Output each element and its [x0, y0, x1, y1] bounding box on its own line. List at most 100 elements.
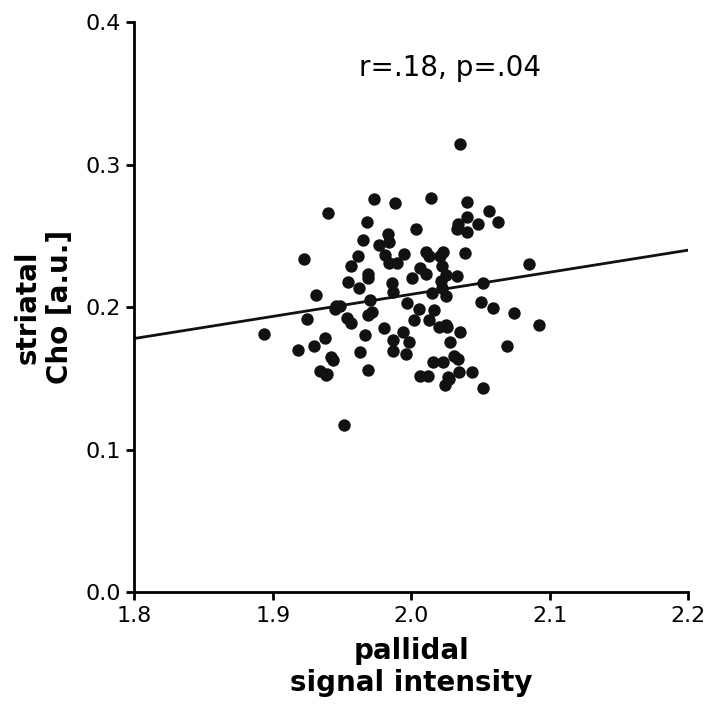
Point [327, 354, 338, 365]
Point [400, 348, 411, 360]
Point [459, 247, 470, 259]
Point [330, 300, 341, 311]
Point [310, 289, 322, 301]
Point [308, 340, 320, 351]
Point [436, 275, 447, 287]
Point [439, 380, 451, 391]
Point [352, 250, 364, 262]
Point [441, 321, 453, 333]
Point [387, 287, 398, 298]
Point [364, 294, 375, 305]
Point [501, 341, 513, 352]
Point [346, 318, 357, 329]
Point [362, 364, 374, 375]
Point [487, 302, 499, 314]
Point [435, 250, 446, 262]
Point [452, 353, 464, 364]
Point [389, 197, 400, 208]
Point [353, 282, 364, 294]
Point [436, 282, 447, 294]
Text: r=.18, p=.04: r=.18, p=.04 [359, 53, 541, 82]
Point [341, 313, 352, 324]
Point [379, 250, 391, 261]
Point [420, 247, 432, 258]
Point [454, 139, 466, 150]
Point [366, 306, 378, 318]
Point [387, 277, 398, 289]
Point [320, 333, 331, 344]
Point [477, 382, 489, 393]
Point [362, 268, 374, 279]
Point [346, 261, 357, 272]
Point [454, 366, 465, 378]
Y-axis label: striatal
Cho [a.u.]: striatal Cho [a.u.] [14, 230, 74, 384]
Point [397, 326, 409, 337]
Point [342, 276, 354, 287]
X-axis label: pallidal
signal intensity: pallidal signal intensity [290, 637, 533, 697]
Point [361, 217, 373, 228]
Point [433, 322, 445, 333]
Point [440, 291, 451, 302]
Point [357, 235, 369, 246]
Point [398, 248, 410, 260]
Point [451, 270, 463, 282]
Point [354, 346, 366, 358]
Point [472, 218, 483, 230]
Point [329, 303, 341, 314]
Point [334, 300, 346, 311]
Point [292, 345, 304, 356]
Point [362, 309, 374, 320]
Point [258, 328, 269, 339]
Point [325, 351, 336, 363]
Point [379, 322, 390, 333]
Point [408, 314, 420, 325]
Point [387, 346, 399, 357]
Point [437, 247, 449, 258]
Point [441, 319, 452, 331]
Point [391, 257, 402, 269]
Point [314, 365, 325, 376]
Point [443, 373, 454, 385]
Point [384, 236, 395, 247]
Point [483, 205, 495, 217]
Point [423, 314, 435, 326]
Point [363, 272, 374, 284]
Point [523, 258, 535, 269]
Point [492, 216, 503, 228]
Point [426, 192, 437, 203]
Point [302, 314, 313, 325]
Point [374, 239, 385, 250]
Point [338, 419, 350, 431]
Point [298, 254, 310, 265]
Point [420, 269, 432, 280]
Point [359, 329, 371, 341]
Point [477, 277, 488, 289]
Point [462, 227, 473, 238]
Point [382, 228, 393, 239]
Point [448, 351, 459, 362]
Point [437, 357, 449, 368]
Point [414, 370, 426, 382]
Point [451, 223, 463, 235]
Point [508, 308, 520, 319]
Point [428, 356, 439, 367]
Point [462, 212, 473, 223]
Point [406, 272, 418, 284]
Point [426, 288, 438, 299]
Point [401, 297, 413, 309]
Point [413, 304, 425, 315]
Point [322, 208, 333, 219]
Point [437, 260, 449, 272]
Point [462, 196, 473, 208]
Point [423, 250, 435, 262]
Point [443, 371, 454, 383]
Point [383, 257, 395, 269]
Point [368, 193, 379, 204]
Point [452, 219, 464, 230]
Point [320, 369, 331, 380]
Point [534, 319, 545, 331]
Point [444, 336, 456, 348]
Point [387, 335, 399, 346]
Point [466, 366, 477, 378]
Point [321, 368, 333, 380]
